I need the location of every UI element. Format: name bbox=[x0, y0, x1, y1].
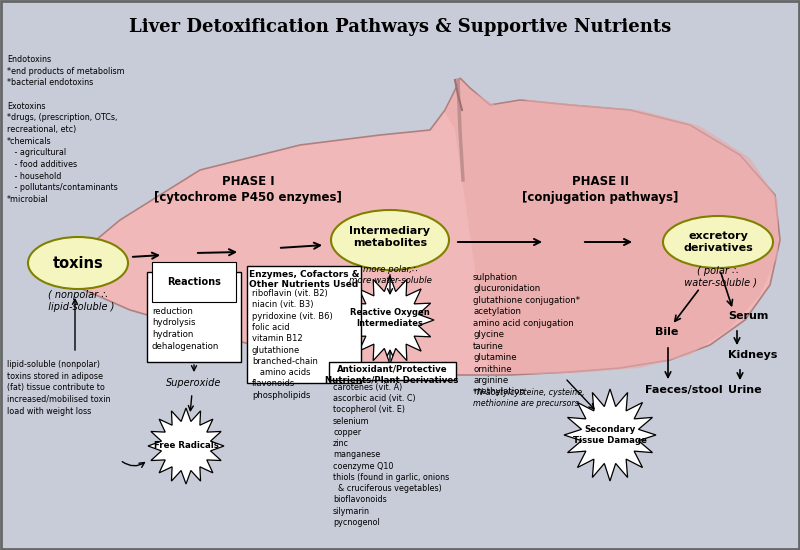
Text: Faeces/stool: Faeces/stool bbox=[645, 385, 722, 395]
Text: Free Radicals: Free Radicals bbox=[154, 442, 218, 450]
Text: Enzymes, Cofactors &
Other Nutrients Used: Enzymes, Cofactors & Other Nutrients Use… bbox=[249, 270, 359, 289]
Polygon shape bbox=[60, 78, 780, 375]
Polygon shape bbox=[148, 408, 224, 484]
Text: Urine: Urine bbox=[728, 385, 762, 395]
Text: ( polar ∴
  water-soluble ): ( polar ∴ water-soluble ) bbox=[678, 266, 758, 288]
FancyBboxPatch shape bbox=[329, 362, 456, 380]
Text: more polar,∴
more water-soluble: more polar,∴ more water-soluble bbox=[349, 265, 431, 285]
Text: excretory
derivatives: excretory derivatives bbox=[683, 231, 753, 253]
Text: Liver Detoxification Pathways & Supportive Nutrients: Liver Detoxification Pathways & Supporti… bbox=[129, 18, 671, 36]
Text: ( nonpolar ∴
  lipid-soluble ): ( nonpolar ∴ lipid-soluble ) bbox=[42, 290, 114, 312]
Text: Secondary
Tissue Damage: Secondary Tissue Damage bbox=[573, 425, 647, 445]
Text: Kidneys: Kidneys bbox=[728, 350, 778, 360]
Text: carotenes (vit. A)
ascorbic acid (vit. C)
tocopherol (vit. E)
selenium
copper
zi: carotenes (vit. A) ascorbic acid (vit. C… bbox=[333, 383, 450, 527]
Text: Antioxidant/Protective
Nutrients/Plant Derivatives: Antioxidant/Protective Nutrients/Plant D… bbox=[326, 365, 458, 385]
Polygon shape bbox=[346, 276, 434, 364]
FancyBboxPatch shape bbox=[147, 272, 241, 362]
Ellipse shape bbox=[331, 210, 449, 270]
Text: Superoxide: Superoxide bbox=[166, 378, 222, 388]
Text: PHASE I
[cytochrome P450 enzymes]: PHASE I [cytochrome P450 enzymes] bbox=[154, 175, 342, 204]
Polygon shape bbox=[564, 389, 656, 481]
FancyBboxPatch shape bbox=[247, 266, 361, 383]
Text: Endotoxins
*end products of metabolism
*bacterial endotoxins

Exotoxins
*drugs, : Endotoxins *end products of metabolism *… bbox=[7, 55, 125, 204]
Ellipse shape bbox=[28, 237, 128, 289]
Text: lipid-soluble (nonpolar)
toxins stored in adipose
(fat) tissue contribute to
inc: lipid-soluble (nonpolar) toxins stored i… bbox=[7, 360, 110, 416]
Text: toxins: toxins bbox=[53, 256, 103, 271]
Text: *N-acetylcysteine, cysteine,
methionine are precursors: *N-acetylcysteine, cysteine, methionine … bbox=[473, 388, 585, 408]
Text: Reactive Oxygen
Intermediates: Reactive Oxygen Intermediates bbox=[350, 308, 430, 328]
Text: PHASE II
[conjugation pathways]: PHASE II [conjugation pathways] bbox=[522, 175, 678, 204]
Text: sulphation
glucuronidation
glutathione conjugation*
acetylation
amino acid conju: sulphation glucuronidation glutathione c… bbox=[473, 273, 580, 397]
Text: Bile: Bile bbox=[655, 327, 678, 337]
Ellipse shape bbox=[663, 216, 773, 268]
Text: Intermediary
metabolites: Intermediary metabolites bbox=[350, 226, 430, 248]
Text: oxidation
reduction
hydrolysis
hydration
dehalogenation: oxidation reduction hydrolysis hydration… bbox=[152, 295, 219, 351]
Polygon shape bbox=[445, 80, 778, 374]
Text: Reactions: Reactions bbox=[167, 277, 221, 287]
Text: Serum: Serum bbox=[728, 311, 768, 321]
Text: riboflavin (vit. B2)
niacin (vit. B3)
pyridoxine (vit. B6)
folic acid
vitamin B1: riboflavin (vit. B2) niacin (vit. B3) py… bbox=[252, 289, 333, 400]
